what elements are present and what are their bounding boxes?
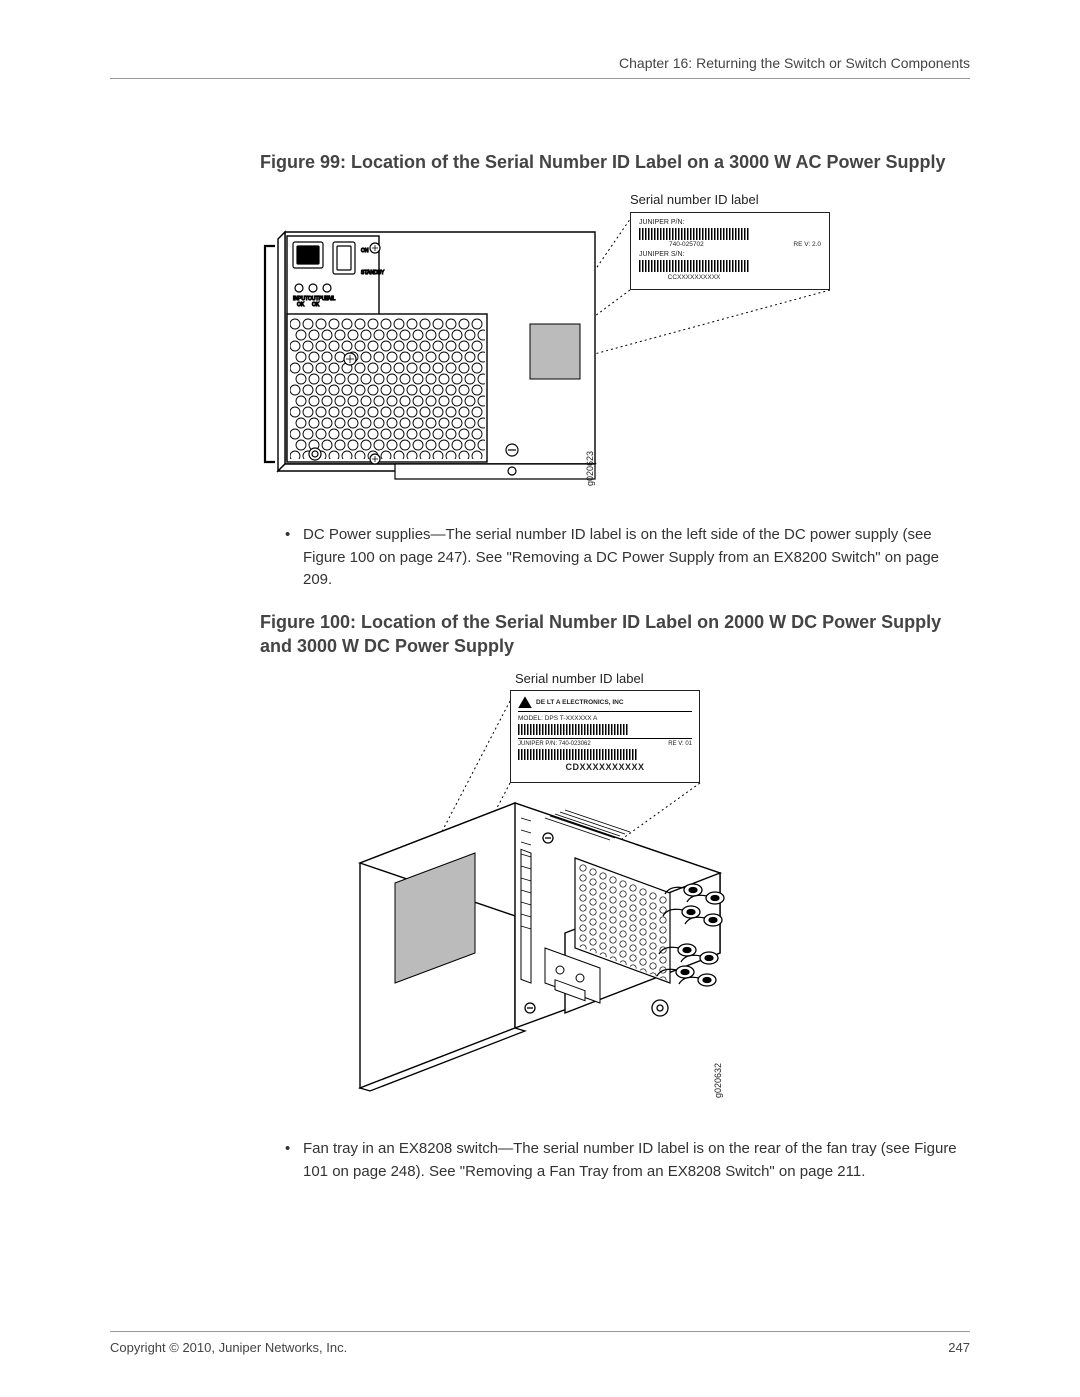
svg-text:ON: ON	[361, 248, 369, 254]
svg-text:OK: OK	[297, 302, 305, 308]
figure-100-illustration: Serial number ID label DE LT A ELECTRONI…	[215, 668, 915, 1118]
barcode-icon	[639, 228, 749, 240]
figure-100-caption: Figure 100: Location of the Serial Numbe…	[260, 610, 960, 659]
bullet-list-1: DC Power supplies—The serial number ID l…	[285, 524, 960, 592]
figure-99-gnumber: g020623	[585, 451, 595, 486]
footer-copyright: Copyright © 2010, Juniper Networks, Inc.	[110, 1340, 347, 1355]
svg-text:FAIL: FAIL	[325, 296, 336, 302]
figure-100-gnumber: g020632	[713, 1063, 723, 1098]
serial-label-text-100: Serial number ID label	[515, 671, 644, 686]
footer-rule	[110, 1331, 970, 1332]
sn-label: JUNIPER S/N:	[639, 251, 821, 258]
delta-brand-row: DE LT A ELECTRONICS, INC	[518, 696, 692, 708]
figure-99-illustration: Serial number ID label JUNIPER P/N: 740-…	[215, 184, 915, 504]
footer-page-number: 247	[948, 1340, 970, 1355]
pn-row-100: JUNIPER P/N: 740-023062 RE V: 01	[518, 741, 692, 747]
serial-label-text-99: Serial number ID label	[630, 192, 759, 207]
svg-text:STANDBY: STANDBY	[361, 270, 385, 276]
pn-value-row: 740-025702 RE V: 2.0	[639, 241, 821, 248]
sn-value-100: CDXXXXXXXXXX	[518, 762, 692, 772]
content-area: Figure 99: Location of the Serial Number…	[260, 150, 960, 1183]
bullet-list-2: Fan tray in an EX8208 switch—The serial …	[285, 1138, 960, 1183]
sn-value: CCXXXXXXXXXX	[639, 274, 749, 281]
bullet-item-dc-power: DC Power supplies—The serial number ID l…	[285, 524, 960, 592]
bullet-item-fan-tray: Fan tray in an EX8208 switch—The serial …	[285, 1138, 960, 1183]
barcode-icon	[518, 749, 638, 760]
barcode-icon	[518, 724, 628, 735]
delta-logo-icon	[518, 696, 532, 708]
figure-99-caption: Figure 99: Location of the Serial Number…	[260, 150, 960, 174]
serial-callout-box-99: JUNIPER P/N: 740-025702 RE V: 2.0 JUNIPE…	[630, 212, 830, 290]
svg-text:OK: OK	[312, 302, 320, 308]
serial-callout-box-100: DE LT A ELECTRONICS, INC MODEL: DPS T-XX…	[510, 690, 700, 783]
header-rule	[110, 78, 970, 79]
barcode-icon	[639, 260, 749, 272]
page: Chapter 16: Returning the Switch or Swit…	[0, 0, 1080, 1397]
chapter-header: Chapter 16: Returning the Switch or Swit…	[619, 55, 970, 71]
model-row: MODEL: DPS T-XXXXXX A	[518, 715, 692, 722]
pn-label: JUNIPER P/N:	[639, 219, 821, 226]
